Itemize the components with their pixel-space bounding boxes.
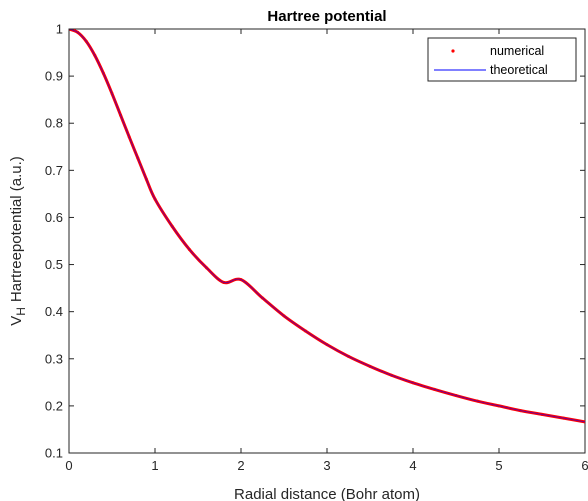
plot-area [68, 28, 586, 454]
y-tick-label: 0.2 [45, 398, 63, 413]
x-tick-label: 4 [409, 458, 416, 473]
x-tick-label: 3 [323, 458, 330, 473]
legend-numerical-label: numerical [490, 44, 544, 58]
legend: numerical theoretical [427, 37, 577, 82]
y-axis-title-subscript: H [14, 307, 28, 316]
data-layer [69, 29, 585, 424]
legend-numerical-marker [451, 49, 455, 53]
axes-box [68, 28, 586, 454]
y-tick-label: 0.1 [45, 446, 63, 461]
x-axis-title: Radial distance (Bohr atom) [234, 486, 420, 501]
x-tick-label: 6 [581, 458, 588, 473]
y-tick-label: 1 [56, 22, 63, 37]
y-tick-label: 0.9 [45, 69, 63, 84]
y-tick-label: 0.3 [45, 351, 63, 366]
y-tick-label: 0.7 [45, 163, 63, 178]
y-axis-title-rest: Hartreepotential (a.u.) [8, 156, 25, 302]
x-tick-label: 0 [65, 458, 72, 473]
x-tick-label: 5 [495, 458, 502, 473]
y-axis-title: VH Hartreepotential (a.u.) [8, 156, 28, 326]
y-tick-label: 0.8 [45, 116, 63, 131]
y-axis-title-prefix: V [8, 316, 25, 326]
x-tick-label: 2 [237, 458, 244, 473]
legend-box [427, 37, 577, 82]
legend-theoretical-label: theoretical [490, 63, 548, 77]
x-tick-label: 1 [151, 458, 158, 473]
y-tick-label: 0.6 [45, 210, 63, 225]
series-theoretical-line [69, 29, 585, 423]
y-tick-label: 0.4 [45, 304, 63, 319]
y-tick-label: 0.5 [45, 257, 63, 272]
chart-title: Hartree potential [267, 8, 386, 25]
axis-ticks: 0 1 2 3 4 5 6 0.1 0.2 0.3 0.4 0.5 0.6 0.7 0.8 0.9 1 [45, 22, 588, 474]
